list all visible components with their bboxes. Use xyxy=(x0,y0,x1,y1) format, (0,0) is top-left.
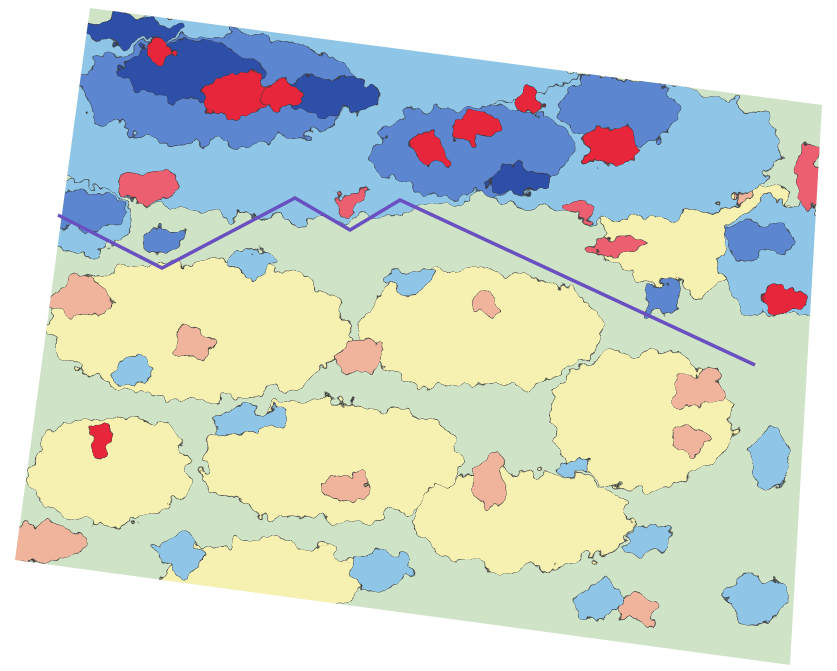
contour-map xyxy=(0,0,837,671)
map-sheet xyxy=(0,0,837,671)
page xyxy=(0,0,837,671)
